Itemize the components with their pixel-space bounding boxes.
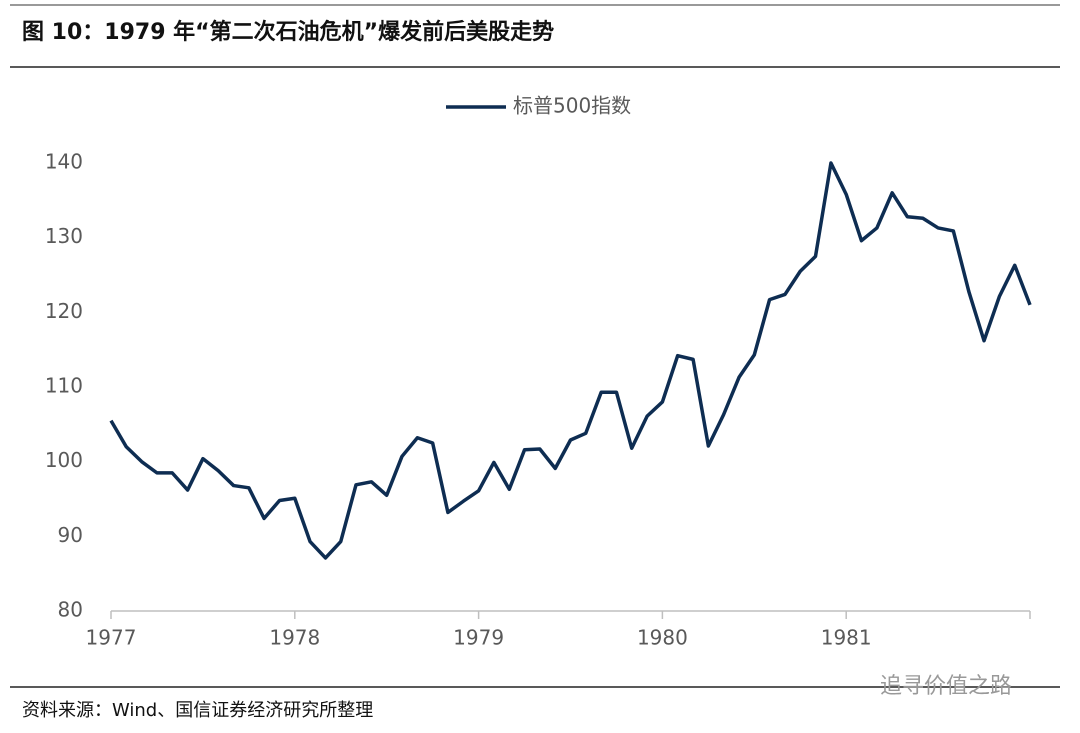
- source: 资料来源：Wind、国信证券经济研究所整理: [22, 700, 373, 721]
- x-tick-label: 1981: [821, 626, 872, 650]
- watermark: 追寻价值之路: [880, 674, 1012, 699]
- legend-label: 标普500指数: [513, 94, 631, 118]
- x-tick-label: 1977: [86, 626, 137, 650]
- plot: 80 90 100 110 120 130 140 1977 1978 1979 1980 1981 标…: [45, 94, 1032, 650]
- y-tick-label: 140: [45, 150, 83, 174]
- line-series: [109, 161, 1032, 560]
- figure-title: 图 10：1979 年“第二次石油危机”爆发前后美股走势: [22, 19, 554, 45]
- y-tick-label: 90: [58, 523, 83, 547]
- y-tick-label: 100: [45, 448, 83, 472]
- x-tick-label: 1980: [637, 626, 688, 650]
- x-tick-label: 1979: [453, 626, 504, 650]
- y-tick-label: 80: [58, 598, 83, 622]
- y-tick-label: 110: [45, 374, 83, 398]
- x-tick-label: 1978: [269, 626, 320, 650]
- y-tick-label: 120: [45, 299, 83, 323]
- y-tick-label: 130: [45, 224, 83, 248]
